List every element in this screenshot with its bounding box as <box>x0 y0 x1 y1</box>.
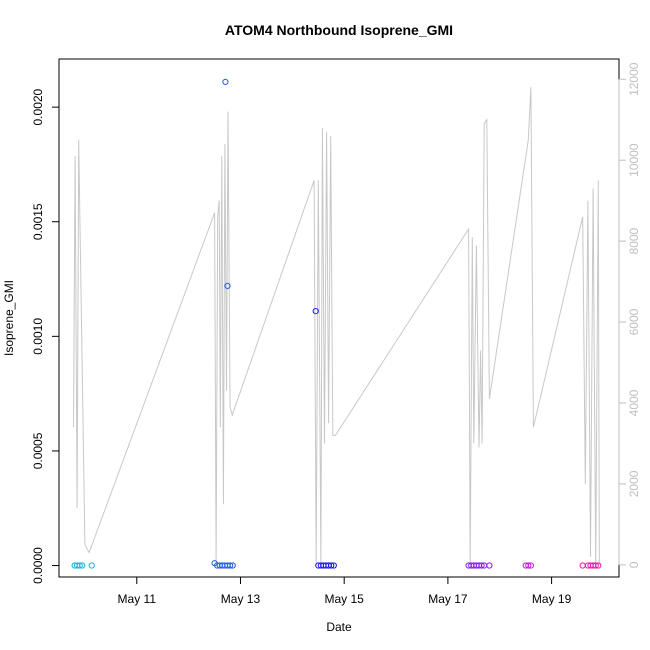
data-point <box>227 562 234 569</box>
y2-tick-label: 2000 <box>627 470 641 497</box>
data-point <box>478 562 485 569</box>
y2-tick-label: 8000 <box>627 227 641 254</box>
y-tick-label: 0.0015 <box>31 203 45 240</box>
plot-box <box>58 58 620 578</box>
y2-tick-label: 6000 <box>627 308 641 335</box>
data-point <box>328 562 335 569</box>
data-point <box>76 562 83 569</box>
y-tick-label: 0.0005 <box>31 432 45 469</box>
chart-title: ATOM4 Northbound Isoprene_GMI <box>225 22 453 38</box>
data-point <box>486 562 493 569</box>
data-point <box>525 562 532 569</box>
x-tick-label: May 11 <box>118 592 157 606</box>
data-point <box>579 562 586 569</box>
x-axis: May 11 May 13 May 15 May 17 May 19 <box>118 576 572 606</box>
y-tick-label: 0.0020 <box>31 88 45 125</box>
y2-tick-label: 10000 <box>627 143 641 177</box>
x-tick-label: May 13 <box>221 592 261 606</box>
y2-tick-label: 0 <box>627 561 641 568</box>
plot-area <box>71 78 602 569</box>
x-tick-label: May 17 <box>428 592 468 606</box>
data-point <box>595 562 602 569</box>
y-axis-label: Isoprene_GMI <box>2 280 16 356</box>
data-point <box>592 562 599 569</box>
x-tick-label: May 19 <box>532 592 572 606</box>
data-point <box>312 308 319 315</box>
data-point <box>224 282 231 289</box>
y-axis: 0.0000 0.0005 0.0010 0.0015 0.0020 <box>31 88 60 584</box>
data-point <box>229 562 236 569</box>
y2-tick-label: 4000 <box>627 389 641 416</box>
y-axis-secondary: 0 2000 4000 6000 8000 10000 12000 <box>618 62 641 568</box>
x-tick-label: May 15 <box>325 592 365 606</box>
data-point <box>527 562 535 569</box>
series-line <box>73 87 600 565</box>
y2-tick-label: 12000 <box>627 62 641 96</box>
data-point <box>88 562 95 569</box>
y-tick-label: 0.0000 <box>31 547 45 584</box>
y-tick-label: 0.0010 <box>31 318 45 355</box>
data-point <box>79 562 86 569</box>
data-point <box>222 78 229 86</box>
x-axis-label: Date <box>326 620 352 634</box>
data-point <box>330 562 337 569</box>
